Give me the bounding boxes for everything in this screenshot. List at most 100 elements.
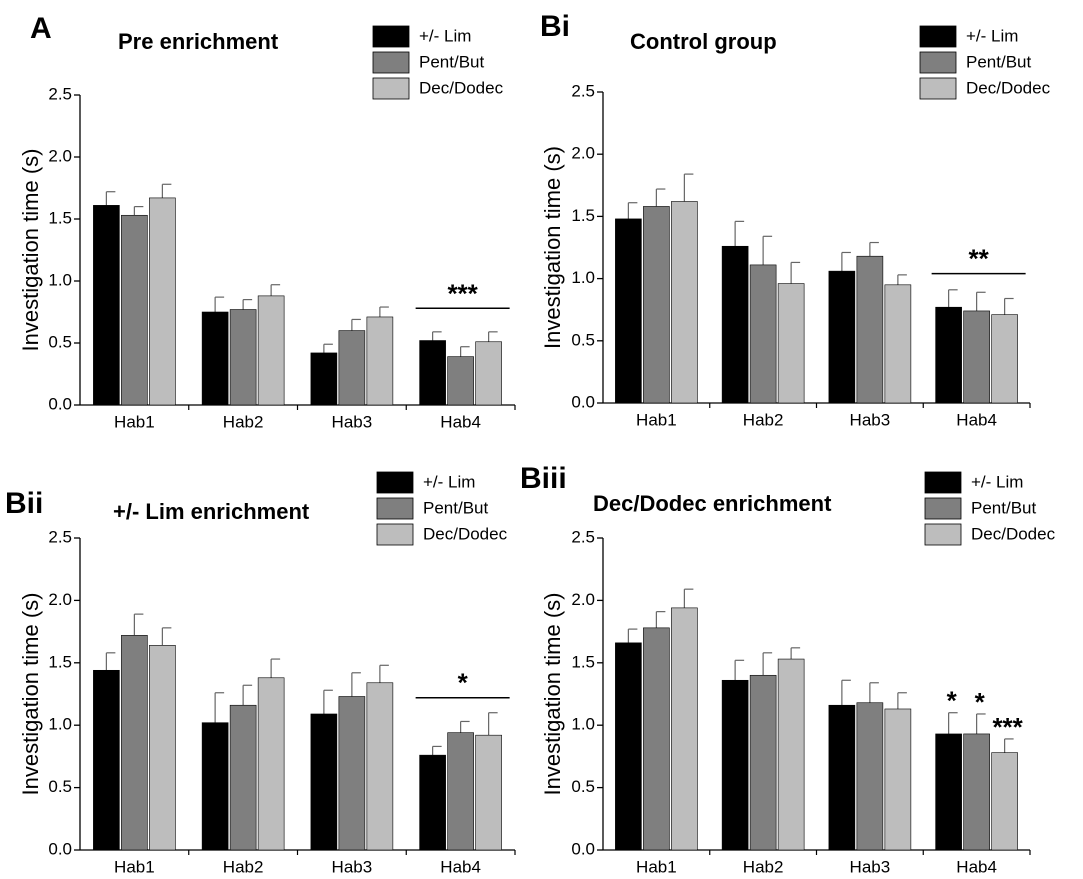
y-tick-label: 1.0 bbox=[48, 270, 72, 289]
bar bbox=[257, 295, 285, 406]
legend-swatch bbox=[376, 497, 414, 520]
y-tick-label: 0.5 bbox=[571, 777, 595, 796]
y-tick-label: 1.0 bbox=[571, 268, 595, 287]
significance-label: ** bbox=[969, 244, 990, 274]
bar bbox=[93, 205, 120, 406]
significance-label: * bbox=[975, 687, 986, 717]
legend-swatch bbox=[372, 25, 410, 48]
x-tick-label: Hab1 bbox=[636, 857, 677, 876]
bar bbox=[447, 732, 474, 851]
bar bbox=[475, 341, 502, 406]
legend-label: Dec/Dodec bbox=[971, 524, 1056, 543]
bar bbox=[310, 352, 338, 406]
y-tick-label: 1.5 bbox=[571, 206, 595, 225]
x-tick-label: Hab2 bbox=[743, 857, 784, 876]
bar bbox=[721, 679, 749, 851]
bar bbox=[121, 635, 148, 851]
chart-panel-bii: Bii +/- Lim enrichment Investigation time … bbox=[5, 471, 516, 876]
x-tick-label: Hab4 bbox=[956, 410, 997, 429]
x-tick-label: Hab3 bbox=[332, 412, 373, 431]
x-tick-label: Hab3 bbox=[850, 857, 891, 876]
bar bbox=[338, 330, 366, 406]
bar bbox=[963, 733, 990, 851]
bar bbox=[991, 314, 1018, 404]
x-tick-label: Hab3 bbox=[850, 410, 891, 429]
y-tick-label: 2.5 bbox=[571, 81, 595, 100]
bar bbox=[749, 264, 777, 404]
bar bbox=[643, 206, 670, 404]
y-tick-label: 1.0 bbox=[48, 715, 72, 734]
bar bbox=[475, 734, 502, 851]
y-axis-label: Investigation time (s) bbox=[540, 146, 565, 349]
bar bbox=[366, 682, 394, 851]
significance-label: *** bbox=[447, 278, 478, 308]
bar bbox=[884, 284, 912, 404]
y-tick-label: 0.0 bbox=[571, 392, 595, 411]
legend-label: Pent/But bbox=[971, 498, 1036, 517]
legend-swatch bbox=[919, 51, 957, 74]
bar bbox=[777, 658, 805, 851]
bar bbox=[149, 645, 176, 851]
bar bbox=[671, 607, 698, 851]
bar bbox=[93, 669, 120, 851]
y-tick-label: 0.0 bbox=[571, 839, 595, 858]
significance-label: *** bbox=[992, 712, 1023, 742]
y-tick-label: 2.5 bbox=[571, 527, 595, 546]
y-tick-label: 1.5 bbox=[48, 652, 72, 671]
legend: +/- Lim Pent/But Dec/Dodec bbox=[919, 25, 1051, 100]
y-tick-label: 0.0 bbox=[48, 839, 72, 858]
legend-swatch bbox=[924, 497, 962, 520]
chart-title: +/- Lim enrichment bbox=[113, 499, 310, 524]
bar bbox=[963, 310, 990, 404]
bar bbox=[615, 218, 642, 404]
legend: +/- Lim Pent/But Dec/Dodec bbox=[376, 471, 508, 546]
legend-swatch bbox=[372, 77, 410, 100]
legend: +/- Lim Pent/But Dec/Dodec bbox=[924, 471, 1056, 546]
bar bbox=[447, 356, 474, 406]
x-tick-label: Hab1 bbox=[114, 857, 155, 876]
bar bbox=[935, 733, 962, 851]
bar bbox=[201, 722, 229, 851]
y-tick-label: 2.0 bbox=[571, 590, 595, 609]
y-tick-label: 2.0 bbox=[48, 146, 72, 165]
significance-label: * bbox=[458, 668, 469, 698]
y-tick-label: 1.5 bbox=[571, 652, 595, 671]
bar bbox=[856, 255, 884, 404]
bar bbox=[884, 708, 912, 851]
bar bbox=[201, 311, 229, 406]
legend-swatch bbox=[924, 471, 962, 494]
bar bbox=[229, 309, 257, 406]
legend-label: +/- Lim bbox=[423, 472, 475, 491]
chart-panel-bi: Bi Control group Investigation time (s) 0.0… bbox=[540, 10, 1051, 430]
x-tick-label: Hab2 bbox=[743, 410, 784, 429]
x-tick-label: Hab3 bbox=[332, 857, 373, 876]
y-tick-label: 2.5 bbox=[48, 527, 72, 546]
panel-label: Bi bbox=[540, 10, 570, 43]
chart-title: Control group bbox=[630, 29, 777, 54]
bar bbox=[419, 754, 446, 851]
x-tick-label: Hab4 bbox=[956, 857, 997, 876]
panel-label: Bii bbox=[5, 487, 43, 520]
bar bbox=[991, 752, 1018, 851]
chart-panel-biii: Biii Dec/Dodec enrichment Investigation ti… bbox=[520, 462, 1056, 877]
panel-label: Biii bbox=[520, 462, 567, 495]
legend-label: Dec/Dodec bbox=[419, 78, 504, 97]
legend-label: +/- Lim bbox=[966, 26, 1018, 45]
bar bbox=[121, 214, 148, 406]
y-axis-label: Investigation time (s) bbox=[18, 149, 43, 352]
bar bbox=[149, 197, 176, 406]
y-tick-label: 1.5 bbox=[48, 208, 72, 227]
legend-swatch bbox=[372, 51, 410, 74]
y-tick-label: 0.5 bbox=[571, 330, 595, 349]
legend-label: Pent/But bbox=[966, 52, 1031, 71]
legend-label: Pent/But bbox=[423, 498, 488, 517]
y-tick-label: 0.5 bbox=[48, 777, 72, 796]
bar bbox=[338, 696, 366, 851]
x-tick-label: Hab2 bbox=[223, 857, 264, 876]
x-tick-label: Hab1 bbox=[114, 412, 155, 431]
bar bbox=[615, 642, 642, 851]
y-tick-label: 2.0 bbox=[571, 144, 595, 163]
bar bbox=[310, 713, 338, 851]
bar bbox=[671, 201, 698, 404]
